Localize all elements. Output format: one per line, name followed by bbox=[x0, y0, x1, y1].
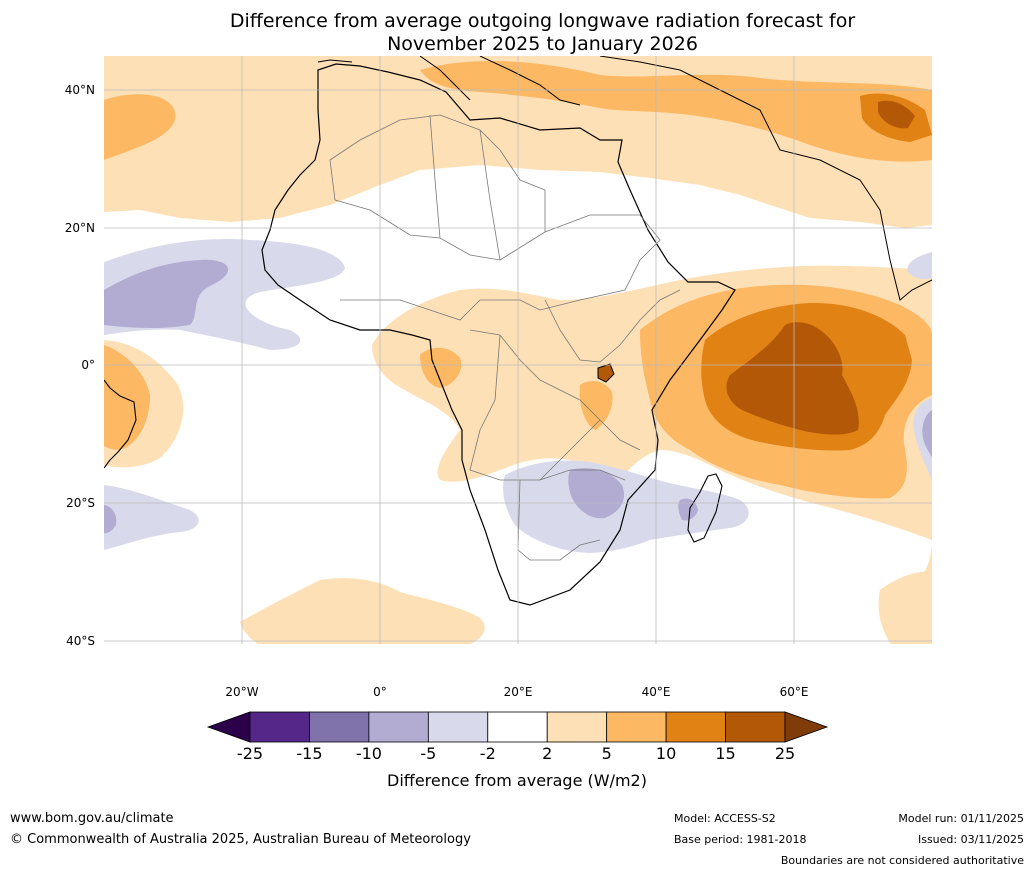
anomaly-south-atlantic-purple bbox=[104, 485, 199, 550]
anomaly-south-indian-warm bbox=[878, 571, 932, 644]
colorbar-tick-label: 25 bbox=[775, 744, 795, 763]
colorbar-tick-label: 10 bbox=[656, 744, 676, 763]
colorbar-segment bbox=[665, 711, 726, 743]
longitude-label: 60°E bbox=[780, 685, 809, 699]
europe-coastline bbox=[317, 56, 932, 301]
anomaly-north-darkest bbox=[878, 100, 915, 129]
colorbar-tick-label: 5 bbox=[602, 744, 612, 763]
colorbar-tick-label: 2 bbox=[542, 744, 552, 763]
africa-coastline bbox=[261, 63, 736, 606]
colorbar-segment bbox=[309, 711, 370, 743]
colorbar-segment bbox=[606, 711, 667, 743]
graticule bbox=[104, 56, 932, 644]
longitude-label: 20°E bbox=[504, 685, 533, 699]
colorbar-segment bbox=[427, 711, 489, 743]
anomaly-south-atlantic-warm bbox=[240, 578, 485, 644]
latitude-label: 40°S bbox=[66, 634, 95, 648]
colorbar-max-arrow bbox=[784, 711, 829, 743]
anomaly-indian-darkest bbox=[726, 322, 859, 435]
longitude-label: 20°W bbox=[225, 685, 258, 699]
colorbar-tick-label: -10 bbox=[356, 744, 382, 763]
colorbar-label: Difference from average (W/m2) bbox=[387, 771, 647, 790]
colorbar-segment bbox=[368, 711, 429, 743]
anomaly-east-indian-purple-core bbox=[922, 410, 932, 458]
colorbar-min-arrow bbox=[206, 711, 251, 743]
latitude-label: 20°S bbox=[66, 496, 95, 510]
longitude-labels: 20°W 0° 20°E 40°E 60°E bbox=[225, 685, 808, 699]
latitude-labels: 40°N 20°N 0° 20°S 40°S bbox=[65, 83, 95, 648]
anomaly-south-atlantic-purple-core bbox=[104, 505, 117, 534]
anomaly-north-medium bbox=[104, 60, 932, 162]
website-link[interactable]: www.bom.gov.au/climate bbox=[10, 811, 174, 826]
colorbar-segment bbox=[725, 711, 786, 743]
colorbar-tick-label: -15 bbox=[296, 744, 322, 763]
colorbar-tick-label: -2 bbox=[480, 744, 496, 763]
latitude-label: 0° bbox=[81, 358, 95, 372]
longitude-label: 0° bbox=[373, 685, 387, 699]
model-name: Model: ACCESS-S2 bbox=[674, 812, 776, 825]
chart-title: Difference from average outgoing longwav… bbox=[0, 10, 1035, 56]
colorbar-segment bbox=[487, 711, 548, 743]
anomaly-atlantic-warm bbox=[104, 345, 150, 450]
madagascar-coastline bbox=[687, 473, 723, 543]
anomaly-southern-africa-purple bbox=[568, 468, 698, 521]
issued-date: Issued: 03/11/2025 bbox=[918, 833, 1024, 846]
longitude-label: 40°E bbox=[642, 685, 671, 699]
latitude-label: 20°N bbox=[65, 221, 95, 235]
copyright-text: © Commonwealth of Australia 2025, Austra… bbox=[10, 832, 471, 847]
americas-coastline bbox=[104, 379, 137, 469]
base-period: Base period: 1981-2018 bbox=[674, 833, 806, 846]
colorbar: -25 -15 -10 -5 -2 2 5 10 15 25 bbox=[206, 711, 829, 763]
model-run-date: Model run: 01/11/2025 bbox=[898, 812, 1024, 825]
colorbar-tick-label: -5 bbox=[420, 744, 436, 763]
colorbar-segment bbox=[249, 711, 310, 743]
colorbar-segment bbox=[546, 711, 608, 743]
boundaries-disclaimer: Boundaries are not considered authoritat… bbox=[781, 854, 1024, 867]
country-borders bbox=[329, 114, 681, 561]
anomaly-atlantic-purple bbox=[104, 259, 229, 329]
colorbar-tick-label: -25 bbox=[237, 744, 263, 763]
colorbar-tick-label: 15 bbox=[715, 744, 735, 763]
title-line-1: Difference from average outgoing longwav… bbox=[229, 10, 856, 32]
title-line-2: November 2025 to January 2026 bbox=[387, 33, 698, 55]
latitude-label: 40°N bbox=[65, 83, 95, 97]
